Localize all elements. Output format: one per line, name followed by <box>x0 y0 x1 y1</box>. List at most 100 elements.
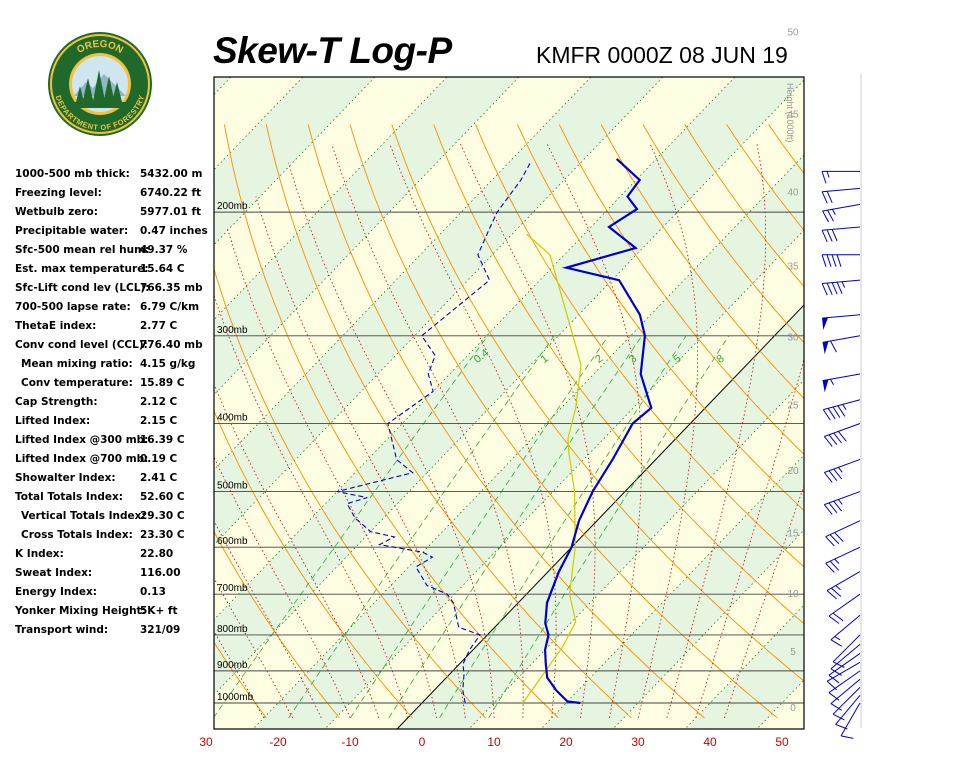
wind-barb-staff <box>835 694 861 725</box>
wind-barb-staff <box>822 373 861 382</box>
height-tick-label: 35 <box>787 262 799 273</box>
wind-barb-flag <box>833 500 842 512</box>
index-label: Precipitable water: <box>15 225 129 237</box>
index-row: Energy Index: 0.13 <box>15 584 215 603</box>
wind-barb-flag <box>835 723 848 730</box>
wind-barb-staff <box>822 335 861 343</box>
wind-barb-half-flag <box>826 171 830 178</box>
index-label: Mean mixing ratio: <box>21 358 133 370</box>
stability-indices-panel: 1000-500 mb thick: 5432.00 m Freezing leve… <box>15 166 215 641</box>
wind-barb-staff <box>822 187 861 193</box>
isotherm-line <box>0 72 164 734</box>
wind-barb-half-flag <box>834 558 840 564</box>
index-label: K Index: <box>15 548 64 560</box>
x-tick-label: 0 <box>419 735 426 749</box>
dry-adiabat <box>810 124 960 718</box>
index-label: 1000-500 mb thick: <box>15 168 130 180</box>
wind-barb-flag <box>831 254 837 267</box>
height-tick-label: 50 <box>787 28 799 39</box>
wind-barb-flag <box>832 713 845 721</box>
index-value: 321/09 <box>140 624 181 636</box>
index-label: Freezing level: <box>15 187 102 199</box>
index-value: 2.77 C <box>140 320 178 332</box>
wind-barb-flag <box>829 560 840 571</box>
index-row: Sweat Index: 116.00 <box>15 565 215 584</box>
index-value: 4.15 g/kg <box>140 358 196 370</box>
moist-adiabat <box>546 143 642 718</box>
index-row: Wetbulb zero: 5977.01 ft <box>15 204 215 223</box>
wind-barb-flag <box>821 191 828 204</box>
station-time-label: KMFR 0000Z 08 JUN 19 <box>536 42 788 68</box>
index-row: Mean mixing ratio: 4.15 g/kg <box>15 356 215 375</box>
index-row: Est. max temperature: 15.64 C <box>15 261 215 280</box>
index-value: 15.64 C <box>140 263 185 275</box>
wind-barb <box>821 254 861 267</box>
wind-barb-flag <box>823 436 833 447</box>
index-value: 6.79 C/km <box>140 301 200 313</box>
index-label: Conv temperature: <box>21 377 133 389</box>
chart-title: Skew-T Log-P <box>213 30 452 71</box>
wind-barb <box>821 226 861 243</box>
wind-barb-half-flag <box>831 209 836 216</box>
wind-barbs <box>821 74 862 739</box>
index-label: Transport wind: <box>15 624 109 636</box>
index-label: 700-500 lapse rate: <box>15 301 131 313</box>
wind-barb <box>821 279 861 296</box>
mixing-ratio-line <box>214 335 489 718</box>
isotherm-line <box>214 77 232 96</box>
wind-barb <box>825 520 861 547</box>
index-row: Cross Totals Index: 23.30 C <box>15 527 215 546</box>
index-label: Cap Strength: <box>15 396 98 408</box>
height-tick-label: 20 <box>787 466 799 477</box>
dewpoint-line <box>336 162 531 704</box>
wind-barb-flag <box>826 190 833 204</box>
index-value: 5977.01 ft <box>140 206 202 218</box>
height-axis-title: Height (1000ft) <box>785 83 795 143</box>
wind-barb-staff <box>822 314 861 319</box>
x-tick-label: 10 <box>487 735 501 749</box>
index-value: 0.47 inches <box>140 225 208 237</box>
wind-barb-flag <box>837 405 846 417</box>
zero-isotherm <box>396 304 804 729</box>
isotherm-band <box>214 77 663 545</box>
moist-adiabat <box>226 226 437 718</box>
dry-adiabat <box>0 124 120 718</box>
wind-barb <box>832 634 861 668</box>
wind-barb-flag <box>825 536 835 547</box>
height-tick-label: 25 <box>787 401 799 412</box>
dry-adiabat <box>15 124 193 718</box>
pressure-label: 400mb <box>217 413 248 424</box>
wind-barb <box>830 614 861 647</box>
index-row: Cap Strength: 2.12 C <box>15 394 215 413</box>
index-row: Sfc-Lift cond lev (LCL): 766.35 mb <box>15 280 215 299</box>
wind-barb-staff <box>822 203 861 212</box>
index-row: Conv cond level (CCL): 776.40 mb <box>15 337 215 356</box>
wind-barb-staff <box>832 634 861 663</box>
wind-barb-flag <box>822 210 830 223</box>
wind-barb-pennant <box>822 317 829 330</box>
index-row: 1000-500 mb thick: 5432.00 m <box>15 166 215 185</box>
index-row: Sfc-500 mean rel hum: 49.37 % <box>15 242 215 261</box>
index-label: Yonker Mixing Height: <box>15 605 146 617</box>
wind-barb-flag <box>821 171 827 184</box>
index-value: 5K+ ft <box>140 605 178 617</box>
wind-barb-staff <box>830 678 861 704</box>
isotherm-band <box>541 455 804 729</box>
wind-barb-staff <box>832 687 861 715</box>
wind-barb-staff <box>830 614 861 641</box>
pressure-label: 600mb <box>217 536 248 547</box>
wind-barb-flag <box>830 340 837 353</box>
x-tick-label: 30 <box>199 735 213 749</box>
wind-barb-staff <box>825 520 861 538</box>
index-value: 22.80 <box>140 548 174 560</box>
axis-labels: 0.4 1 2 3 5 8200mb300mb400mb500mb600mb700mb80… <box>199 28 799 749</box>
wind-barb-flag <box>823 472 833 483</box>
wind-barb-flag <box>825 562 835 573</box>
mixing-ratio-line <box>488 335 730 719</box>
index-label: Sfc-Lift cond lev (LCL): <box>15 282 150 294</box>
wind-barb <box>828 670 861 701</box>
index-value: 2.12 C <box>140 396 178 408</box>
height-tick-label: 0 <box>790 703 796 714</box>
x-tick-label: 50 <box>775 735 789 749</box>
